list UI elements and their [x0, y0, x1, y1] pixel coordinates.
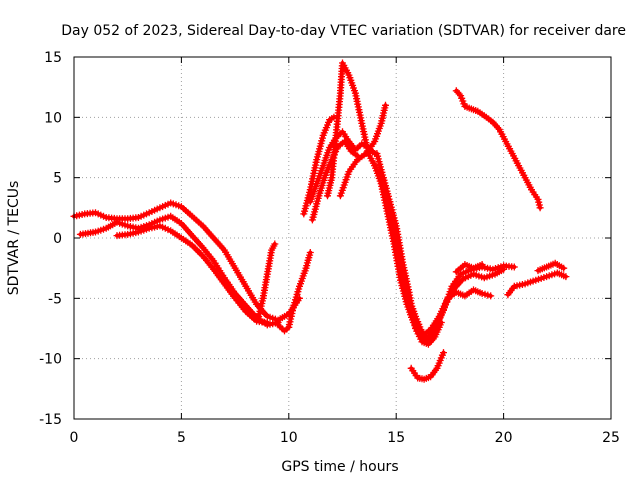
- data-series: [70, 59, 570, 383]
- data-point: [487, 292, 495, 300]
- y-tick-label: -10: [39, 352, 62, 368]
- data-point: [263, 319, 271, 326]
- series-arc-11: [371, 162, 518, 346]
- data-point: [500, 265, 508, 273]
- series-arc-13: [375, 168, 495, 338]
- series-line: [78, 214, 281, 327]
- series-arc-16: [452, 261, 486, 276]
- chart-title: Day 052 of 2023, Sidereal Day-to-day VTE…: [61, 23, 626, 39]
- data-point: [306, 249, 314, 256]
- series-arc-5: [274, 249, 314, 335]
- data-point: [455, 90, 463, 98]
- data-point: [271, 240, 279, 248]
- data-point: [510, 263, 518, 271]
- x-tick-label: 20: [495, 430, 513, 446]
- series-arc-2: [76, 212, 282, 329]
- series-arc-9: [324, 59, 379, 200]
- series-arc-19: [452, 87, 544, 212]
- data-point: [440, 349, 447, 357]
- series-arc-17: [504, 269, 570, 299]
- y-tick-label: 10: [44, 110, 62, 126]
- series-arc-10: [336, 101, 389, 200]
- data-point: [437, 319, 445, 326]
- x-tick-label: 25: [602, 430, 620, 446]
- series-arc-14: [379, 174, 445, 348]
- y-axis-title: SDTVAR / TECUs: [6, 181, 22, 296]
- y-tick-label: 5: [53, 171, 62, 187]
- series-arc-3: [113, 222, 271, 326]
- x-tick-label: 5: [177, 430, 186, 446]
- series-line: [72, 201, 302, 323]
- x-tick-label: 0: [70, 430, 79, 446]
- data-point: [536, 204, 544, 212]
- series-line: [377, 169, 493, 337]
- series-arc-4: [255, 240, 279, 320]
- y-tick-label: -15: [39, 412, 62, 428]
- data-point: [562, 273, 570, 281]
- series-line: [115, 223, 270, 325]
- y-tick-label: 0: [53, 231, 62, 247]
- y-tick-label: -5: [48, 291, 62, 307]
- x-tick-label: 15: [387, 430, 405, 446]
- series-arc-6: [300, 113, 338, 218]
- series-line: [381, 175, 444, 347]
- data-point: [478, 261, 486, 268]
- x-axis-title: GPS time / hours: [281, 459, 398, 475]
- y-tick-label: 15: [44, 50, 62, 66]
- series-arc-15: [407, 349, 447, 383]
- grid: [74, 57, 611, 419]
- series-arc-18: [534, 259, 568, 275]
- data-point: [382, 101, 389, 109]
- x-tick-label: 10: [280, 430, 298, 446]
- axes: 0 5 10 15 20 25 -15 -10 -5 0 5 10 15: [39, 50, 620, 446]
- data-point: [560, 264, 568, 272]
